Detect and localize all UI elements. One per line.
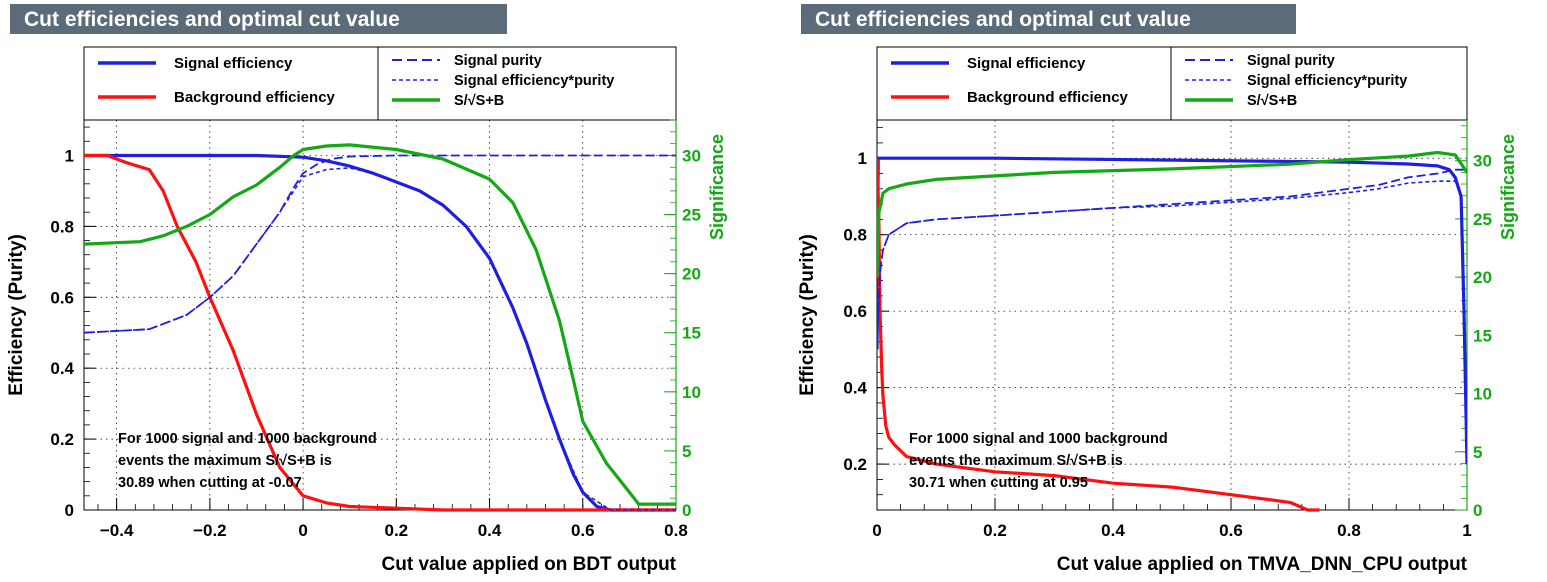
- y2-tick-label: 20: [682, 265, 701, 284]
- x-tick-label: 0: [298, 521, 307, 540]
- y2-tick-label: 25: [682, 206, 701, 225]
- legend-background-efficiency-label: Background efficiency: [967, 89, 1129, 106]
- x-tick-label: 0.2: [983, 521, 1007, 540]
- annotation-line: For 1000 signal and 1000 background: [118, 431, 377, 447]
- legend-background-efficiency-label: Background efficiency: [174, 89, 336, 106]
- x-tick-label: 0.2: [384, 521, 408, 540]
- annotation-line: events the maximum S/√S+B is: [118, 453, 332, 469]
- y-tick-label: 0.2: [50, 430, 74, 449]
- annotation-line: For 1000 signal and 1000 background: [909, 431, 1168, 447]
- x-tick-label: 0.4: [478, 521, 502, 540]
- legend-signal-purity-label: Signal purity: [1247, 53, 1335, 69]
- y2-tick-label: 10: [1473, 385, 1492, 404]
- x-tick-label: 0.6: [1219, 521, 1243, 540]
- series-line-signal-efficiency-purity: [877, 180, 1467, 465]
- y-axis-label: Efficiency (Purity): [6, 234, 27, 396]
- legend-box: [876, 46, 1468, 121]
- series-line-background-efficiency: [877, 158, 1320, 512]
- y2-tick-label: 20: [1473, 268, 1492, 287]
- y2-tick-label: 15: [682, 324, 701, 343]
- legend-significance-label: S/√S+B: [454, 93, 504, 109]
- plot-frame: [83, 119, 677, 511]
- x-tick-label: 0.4: [1101, 521, 1125, 540]
- series-line-signal-purity: [877, 168, 1467, 350]
- y2-tick-label: 30: [1473, 152, 1492, 171]
- x-tick-label: 0: [872, 521, 881, 540]
- y-tick-label: 0: [65, 501, 74, 520]
- y2-tick-label: 15: [1473, 326, 1492, 345]
- legend-signal-eff-purity-label: Signal efficiency*purity: [1247, 73, 1407, 89]
- y-tick-label: 0.4: [843, 379, 867, 398]
- x-tick-label: −0.4: [100, 521, 134, 540]
- y2-axis-label: Significance: [707, 134, 727, 240]
- chart-title: Cut efficiencies and optimal cut value: [815, 8, 1191, 31]
- series-line-signal-efficiency-purity: [84, 167, 676, 511]
- y2-tick-label: 10: [682, 383, 701, 402]
- y2-axis-label: Significance: [1498, 134, 1518, 240]
- y-tick-label: 1: [858, 149, 867, 168]
- y-tick-label: 0.8: [50, 217, 74, 236]
- annotation-line: 30.89 when cutting at -0.07: [118, 475, 302, 491]
- annotation-line: events the maximum S/√S+B is: [909, 453, 1123, 469]
- legend-significance-label: S/√S+B: [1247, 93, 1297, 109]
- y2-tick-label: 0: [1473, 501, 1482, 520]
- y2-tick-label: 5: [1473, 443, 1482, 462]
- y-tick-label: 0.2: [843, 455, 867, 474]
- y-axis-label: Efficiency (Purity): [797, 234, 818, 396]
- series-line-s-s-b: [84, 143, 676, 506]
- annotation-line: 30.71 when cutting at 0.95: [909, 475, 1088, 491]
- legend-signal-efficiency-label: Signal efficiency: [967, 55, 1086, 72]
- y-tick-label: 1: [65, 146, 74, 165]
- y-tick-label: 0.6: [843, 302, 867, 321]
- y-tick-label: 0.8: [843, 226, 867, 245]
- legend-signal-efficiency-label: Signal efficiency: [174, 55, 293, 72]
- y2-tick-label: 5: [682, 442, 691, 461]
- legend-box: [83, 46, 677, 121]
- legend-signal-purity-label: Signal purity: [454, 53, 542, 69]
- series-line-s-s-b: [877, 150, 1467, 278]
- y2-tick-label: 0: [682, 501, 691, 520]
- x-tick-label: −0.2: [193, 521, 227, 540]
- x-tick-label: 0.8: [1337, 521, 1361, 540]
- chart-panel-bdt: Cut efficiencies and optimal cut value Si…: [6, 4, 727, 575]
- chart-title: Cut efficiencies and optimal cut value: [24, 8, 400, 31]
- series-line-background-efficiency: [84, 153, 676, 512]
- chart-panel-dnn: Cut efficiencies and optimal cut value Si…: [791, 0, 1547, 582]
- y-tick-label: 0.4: [50, 359, 74, 378]
- x-tick-label: 1: [1462, 521, 1471, 540]
- x-tick-label: 0.6: [571, 521, 595, 540]
- y2-tick-label: 30: [682, 146, 701, 165]
- x-axis-label: Cut value applied on BDT output: [382, 554, 677, 575]
- y-tick-label: 0.6: [50, 288, 74, 307]
- series-line-signal-purity: [84, 154, 676, 334]
- chart-svg-dnn: Cut efficiencies and optimal cut value Si…: [797, 4, 1518, 575]
- title-box: [10, 4, 507, 34]
- chart-svg-bdt: Cut efficiencies and optimal cut value Si…: [6, 4, 727, 575]
- title-box: [801, 4, 1296, 34]
- x-tick-label: 0.8: [664, 521, 688, 540]
- y2-tick-label: 25: [1473, 210, 1492, 229]
- x-axis-label: Cut value applied on TMVA_DNN_CPU output: [1057, 554, 1468, 575]
- legend-signal-eff-purity-label: Signal efficiency*purity: [454, 73, 614, 89]
